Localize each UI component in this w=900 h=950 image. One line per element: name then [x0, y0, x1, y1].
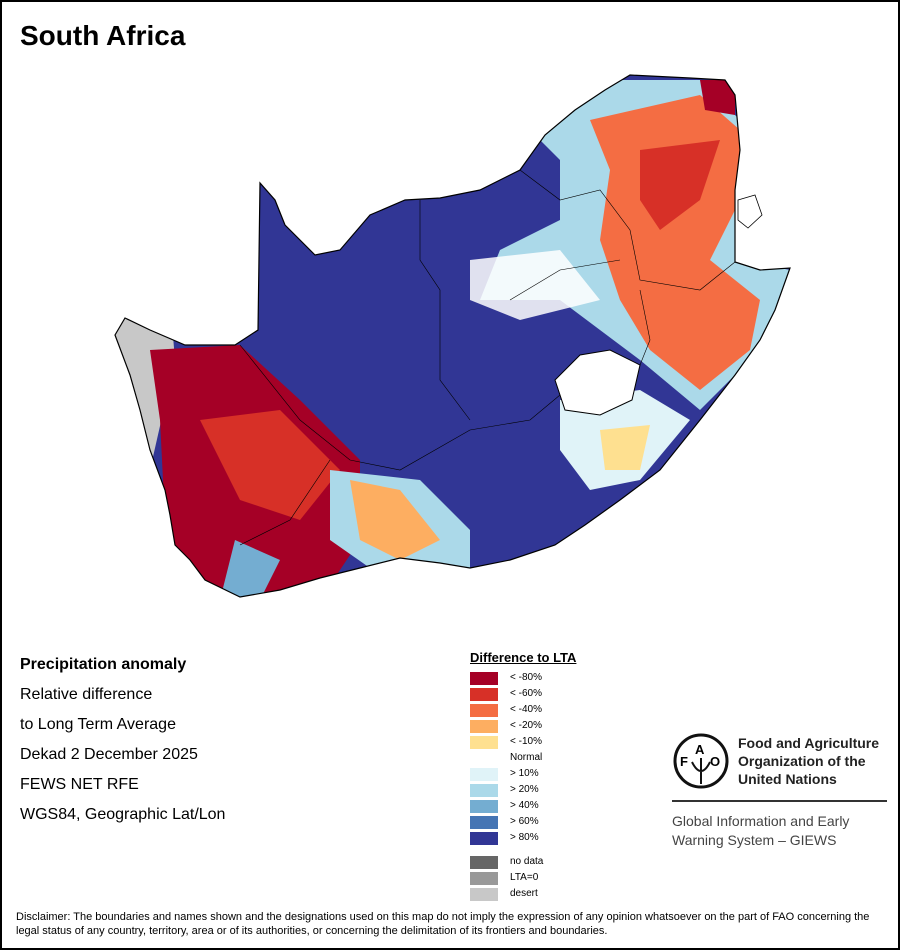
- legend-label: > 40%: [510, 800, 539, 811]
- legend-swatch: [470, 855, 498, 869]
- legend-item: > 20%: [470, 782, 576, 798]
- legend-swatch: [470, 687, 498, 701]
- lesotho: [554, 349, 641, 416]
- legend-items: < -80% < -60% < -40% < -20% < -10% Normal > 10…: [470, 670, 576, 846]
- legend-swatch: [470, 767, 498, 781]
- legend-label: > 10%: [510, 768, 539, 779]
- legend-swatch: [470, 887, 498, 901]
- legend-item: desert: [470, 886, 576, 902]
- legend-label: > 60%: [510, 816, 539, 827]
- svg-text:A: A: [695, 742, 705, 757]
- legend-label: > 20%: [510, 784, 539, 795]
- legend-swatch: [470, 671, 498, 685]
- info-line2: to Long Term Average: [20, 716, 176, 733]
- fao-name: Food and Agriculture Organization of the…: [738, 735, 880, 787]
- legend-item: > 10%: [470, 766, 576, 782]
- legend-label: < -60%: [510, 688, 542, 699]
- divider: [672, 800, 887, 802]
- dry-region-east: [590, 95, 760, 390]
- legend-item: > 60%: [470, 814, 576, 830]
- svg-text:O: O: [710, 754, 720, 769]
- info-line1: Relative difference: [20, 686, 153, 703]
- legend-swatch: [470, 799, 498, 813]
- info-period: Dekad 2 December 2025: [20, 746, 198, 763]
- legend-label: LTA=0: [510, 872, 539, 883]
- dry-region-south: [350, 480, 440, 560]
- dry-region-east-2: [640, 140, 720, 230]
- disclaimer: Disclaimer: The boundaries and names sho…: [16, 911, 870, 937]
- legend-item: > 80%: [470, 830, 576, 846]
- precipitation-anomaly-map: [114, 74, 791, 598]
- legend-label: < -40%: [510, 704, 542, 715]
- legend-swatch: [470, 752, 498, 765]
- info-heading: Precipitation anomaly: [20, 656, 187, 673]
- legend-swatch: [470, 783, 498, 797]
- legend-item: no data: [470, 854, 576, 870]
- country-border: [114, 74, 791, 598]
- legend-label: < -10%: [510, 736, 542, 747]
- legend-item: < -20%: [470, 718, 576, 734]
- map-info: Precipitation anomaly Relative differenc…: [20, 656, 225, 836]
- wet-region-southwest: [220, 540, 280, 597]
- giews-name: Global Information and Early Warning Sys…: [672, 813, 850, 848]
- eswatini: [737, 194, 763, 229]
- legend-item: > 40%: [470, 798, 576, 814]
- legend-label: desert: [510, 888, 538, 899]
- legend-swatch: [470, 735, 498, 749]
- legend-label: no data: [510, 856, 544, 867]
- fao-logo-icon: F A O: [673, 733, 729, 789]
- dry-region-southeast: [600, 425, 650, 470]
- legend-label: Normal: [510, 752, 543, 763]
- province-borders: [239, 169, 736, 546]
- legend-swatch: [470, 871, 498, 885]
- legend-item: < -10%: [470, 734, 576, 750]
- dry-region-northeast: [700, 80, 735, 115]
- legend-label: < -20%: [510, 720, 542, 731]
- legend-label: > 80%: [510, 832, 539, 843]
- legend-title: Difference to LTA: [470, 650, 577, 665]
- legend-item: < -80%: [470, 670, 576, 686]
- legend-swatch: [470, 703, 498, 717]
- map-title: South Africa: [20, 20, 186, 51]
- legend-item: Normal: [470, 750, 576, 766]
- legend-extra: no data LTA=0 desert: [470, 854, 576, 902]
- legend-item: < -60%: [470, 686, 576, 702]
- legend-label: < -80%: [510, 672, 542, 683]
- legend-swatch: [470, 719, 498, 733]
- legend-swatch: [470, 831, 498, 845]
- info-projection: WGS84, Geographic Lat/Lon: [20, 806, 226, 823]
- svg-text:F: F: [680, 754, 688, 769]
- legend-item: LTA=0: [470, 870, 576, 886]
- legend: Difference to LTA < -80% < -60% < -40% < -2…: [470, 650, 576, 902]
- legend-swatch: [470, 815, 498, 829]
- legend-item: < -40%: [470, 702, 576, 718]
- info-source: FEWS NET RFE: [20, 776, 139, 793]
- dry-region-west-2: [200, 410, 340, 520]
